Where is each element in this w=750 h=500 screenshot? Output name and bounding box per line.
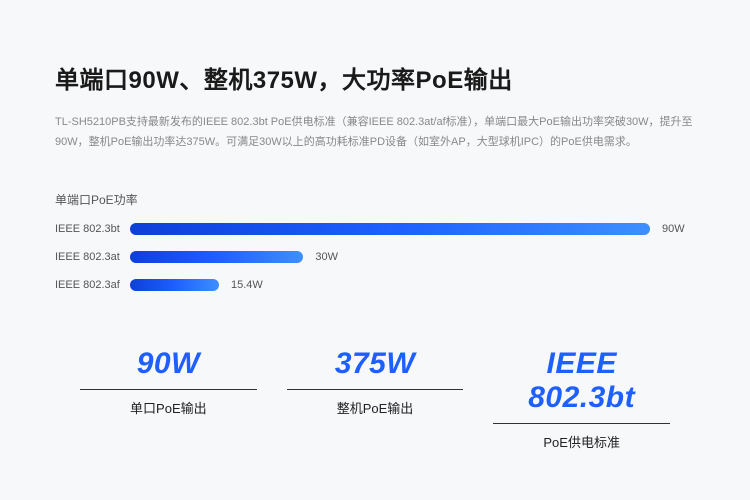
bar-track: 90W — [130, 223, 695, 235]
bar-value: 90W — [662, 223, 685, 235]
bar-chart: IEEE 802.3bt 90W IEEE 802.3at 30W IEEE 8… — [55, 222, 695, 292]
bar-fill — [130, 251, 303, 263]
bar-row: IEEE 802.3af 15.4W — [55, 278, 695, 292]
stat-item: 375W 整机PoE输出 — [287, 347, 464, 451]
stat-label: 整机PoE输出 — [287, 398, 464, 417]
bar-label: IEEE 802.3af — [55, 279, 130, 291]
bar-track: 30W — [130, 251, 695, 263]
stat-value: 90W — [80, 347, 257, 389]
page-title: 单端口90W、整机375W，大功率PoE输出 — [55, 60, 695, 95]
bar-value: 15.4W — [231, 279, 263, 291]
stat-label: 单口PoE输出 — [80, 398, 257, 417]
stat-divider — [287, 389, 464, 390]
stat-item: IEEE 802.3bt PoE供电标准 — [493, 347, 670, 451]
chart-title: 单端口PoE功率 — [55, 191, 695, 208]
stat-item: 90W 单口PoE输出 — [80, 347, 257, 451]
bar-value: 30W — [315, 251, 338, 263]
bar-fill — [130, 223, 650, 235]
stat-value: IEEE 802.3bt — [493, 347, 670, 423]
stat-label: PoE供电标准 — [493, 432, 670, 451]
bar-row: IEEE 802.3at 30W — [55, 250, 695, 264]
stats-row: 90W 单口PoE输出 375W 整机PoE输出 IEEE 802.3bt Po… — [55, 347, 695, 451]
description-text: TL-SH5210PB支持最新发布的IEEE 802.3bt PoE供电标准（兼… — [55, 113, 695, 153]
bar-label: IEEE 802.3at — [55, 251, 130, 263]
stat-divider — [493, 423, 670, 424]
bar-row: IEEE 802.3bt 90W — [55, 222, 695, 236]
bar-label: IEEE 802.3bt — [55, 223, 130, 235]
bar-track: 15.4W — [130, 279, 695, 291]
stat-value: 375W — [287, 347, 464, 389]
bar-fill — [130, 279, 219, 291]
stat-divider — [80, 389, 257, 390]
